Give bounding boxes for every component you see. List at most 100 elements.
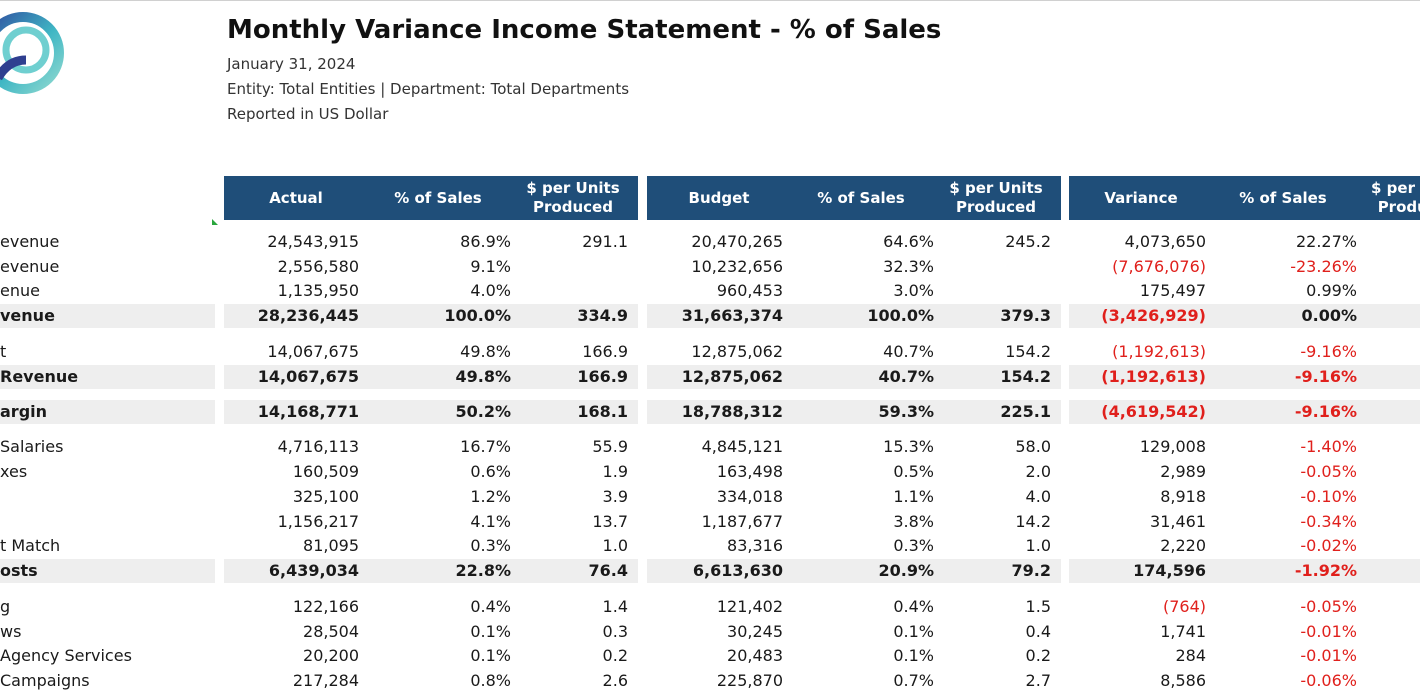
cell-actual-per-unit: 13.7 (592, 512, 628, 531)
cell-variance-per-unit (1260, 304, 1420, 328)
cell-actual: 24,543,915 (267, 232, 359, 251)
cell-budget-pct-sales: 0.1% (893, 622, 934, 641)
cell-variance: 129,008 (1139, 437, 1206, 456)
cell-variance-per-unit (1260, 460, 1420, 484)
cell-actual-pct-sales: 9.1% (470, 257, 511, 276)
cell-variance: (1,192,613) (1101, 367, 1206, 386)
total-row-band (1069, 365, 1420, 389)
cell-actual-pct-sales: 0.6% (470, 462, 511, 481)
cell-budget: 30,245 (727, 622, 783, 641)
row-label: g (0, 597, 11, 616)
cell-actual-per-unit: 1.4 (602, 597, 628, 616)
cell-budget-pct-sales: 40.7% (883, 342, 934, 361)
total-row-band (1069, 400, 1420, 424)
cell-budget-pct-sales: 0.3% (893, 536, 934, 555)
cell-variance-pct-sales: -0.01% (1300, 622, 1357, 641)
cell-actual: 81,095 (303, 536, 359, 555)
cell-variance-per-unit (1260, 230, 1420, 254)
cell-variance: 4,073,650 (1124, 232, 1206, 251)
cell-variance: 284 (1175, 646, 1206, 665)
cell-variance: (7,676,076) (1112, 257, 1206, 276)
cell-variance-pct-sales: -0.02% (1300, 536, 1357, 555)
cell-budget-pct-sales: 64.6% (883, 232, 934, 251)
cell-actual: 14,067,675 (267, 342, 359, 361)
cell-variance-pct-sales: -0.05% (1300, 462, 1357, 481)
report-date: January 31, 2024 (227, 55, 356, 73)
row-label: xes (0, 462, 28, 481)
cell-actual: 14,168,771 (257, 402, 359, 421)
cell-variance-pct-sales: -9.16% (1300, 342, 1357, 361)
cell-variance-per-unit (1260, 400, 1420, 424)
cell-budget: 83,316 (727, 536, 783, 555)
cell-actual: 1,156,217 (277, 512, 359, 531)
cell-variance-per-unit (1260, 279, 1420, 303)
cell-actual: 4,716,113 (277, 437, 359, 456)
cell-variance-per-unit (1260, 340, 1420, 364)
cell-variance-pct-sales: -0.05% (1300, 597, 1357, 616)
cell-actual-pct-sales: 100.0% (444, 306, 511, 325)
cell-budget-per-unit: 1.0 (1025, 536, 1051, 555)
cell-budget-pct-sales: 32.3% (883, 257, 934, 276)
cell-budget-per-unit: 58.0 (1015, 437, 1051, 456)
cell-budget-pct-sales: 3.0% (893, 281, 934, 300)
cell-variance-per-unit (1260, 595, 1420, 619)
cell-budget-per-unit: 154.2 (1005, 342, 1051, 361)
cell-budget: 6,613,630 (692, 561, 783, 580)
cell-budget: 334,018 (716, 487, 783, 506)
cell-budget-per-unit: 1.5 (1025, 597, 1051, 616)
row-label: Salaries (0, 437, 64, 456)
cell-budget-per-unit: 225.1 (1000, 402, 1051, 421)
cell-variance: 2,989 (1160, 462, 1206, 481)
cell-actual-pct-sales: 0.1% (470, 622, 511, 641)
total-row-band (647, 365, 1061, 389)
row-label: argin (0, 402, 48, 421)
cell-actual: 6,439,034 (268, 561, 359, 580)
cell-actual-pct-sales: 49.8% (460, 342, 511, 361)
cell-actual-pct-sales: 22.8% (455, 561, 511, 580)
cell-budget-per-unit: 379.3 (1000, 306, 1051, 325)
variance-header-group: Variance % of Sales $ per Units Produced (1069, 176, 1420, 220)
total-row-band (224, 559, 638, 583)
cell-actual-per-unit: 166.9 (577, 367, 628, 386)
cell-actual: 325,100 (292, 487, 359, 506)
cell-variance-per-unit (1260, 559, 1420, 583)
actual-header-group: Actual % of Sales $ per Units Produced (224, 176, 638, 220)
cell-budget-pct-sales: 0.5% (893, 462, 934, 481)
cell-budget-pct-sales: 59.3% (878, 402, 934, 421)
cell-actual-pct-sales: 86.9% (460, 232, 511, 251)
cell-budget-pct-sales: 3.8% (893, 512, 934, 531)
cell-variance-pct-sales: 0.00% (1301, 306, 1357, 325)
cell-actual-per-unit: 334.9 (577, 306, 628, 325)
total-row-band (0, 304, 215, 328)
cell-variance: 8,586 (1160, 671, 1206, 690)
cell-actual-pct-sales: 50.2% (455, 402, 511, 421)
cell-budget-per-unit: 245.2 (1005, 232, 1051, 251)
cell-variance-pct-sales: -1.40% (1300, 437, 1357, 456)
cell-variance-per-unit (1260, 365, 1420, 389)
cell-variance-pct-sales: -23.26% (1290, 257, 1357, 276)
cell-actual: 2,556,580 (277, 257, 359, 276)
cell-actual: 28,504 (303, 622, 359, 641)
total-row-band (647, 400, 1061, 424)
cell-variance-per-unit (1260, 534, 1420, 558)
row-label: osts (0, 561, 38, 580)
cell-budget-per-unit: 79.2 (1011, 561, 1051, 580)
cell-actual-per-unit: 76.4 (588, 561, 628, 580)
cell-actual-per-unit: 0.2 (602, 646, 628, 665)
cell-actual: 14,067,675 (257, 367, 359, 386)
cell-variance-per-unit (1260, 485, 1420, 509)
cell-variance: 174,596 (1133, 561, 1206, 580)
cell-variance: 1,741 (1160, 622, 1206, 641)
cell-actual-per-unit: 0.3 (602, 622, 628, 641)
cell-actual-pct-sales: 0.8% (470, 671, 511, 690)
report-title: Monthly Variance Income Statement - % of… (227, 15, 942, 45)
cell-budget: 4,845,121 (701, 437, 783, 456)
cell-actual-pct-sales: 0.1% (470, 646, 511, 665)
cell-variance-pct-sales: -0.34% (1300, 512, 1357, 531)
row-label: t Match (0, 536, 61, 555)
cell-actual-pct-sales: 4.0% (470, 281, 511, 300)
cell-budget-pct-sales: 0.7% (893, 671, 934, 690)
cell-variance-pct-sales: -0.06% (1300, 671, 1357, 690)
cell-actual-per-unit: 166.9 (582, 342, 628, 361)
budget-header-group: Budget % of Sales $ per Units Produced (647, 176, 1061, 220)
